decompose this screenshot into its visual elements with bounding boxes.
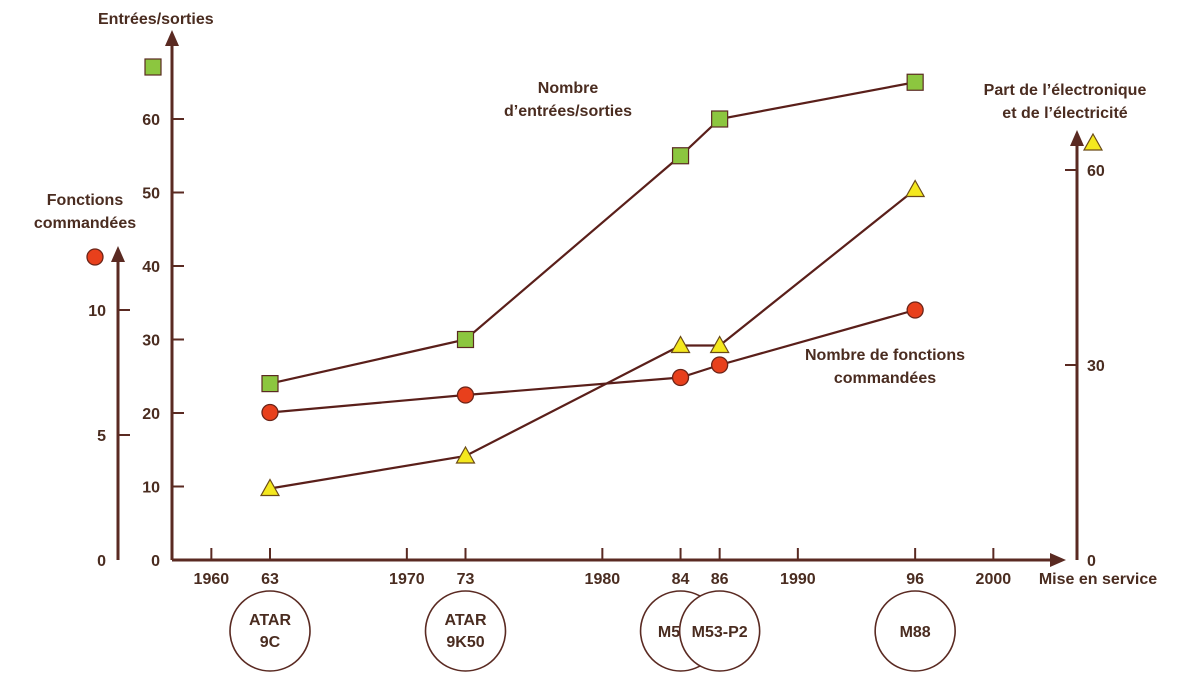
data-point-elec [905, 179, 926, 198]
io-tick-label: 50 [142, 186, 160, 203]
legend-marker-io [144, 58, 162, 76]
series-lines [269, 81, 916, 490]
x-tick-label: 1990 [780, 571, 816, 588]
fn-axis-title-line1: Fonctions [47, 192, 124, 209]
x-tick-label: 1980 [585, 571, 621, 588]
data-point-fn [711, 356, 729, 374]
engine-name-line1: ATAR [444, 612, 487, 629]
series-line-io [269, 81, 916, 385]
data-point-io [456, 330, 475, 349]
io-axis-arrow [165, 30, 179, 46]
engine-name: M88 [900, 624, 931, 641]
io-tick-label: 40 [142, 259, 160, 276]
x-axis-title: Mise en service [1039, 571, 1157, 588]
series-markers [86, 58, 1104, 497]
data-point-fn [671, 368, 690, 387]
fn-tick-label: 10 [88, 303, 106, 320]
fn-tick-label: 0 [97, 553, 106, 570]
legend-marker-fn [86, 248, 104, 266]
io-tick-label: 20 [142, 406, 160, 423]
fn-axis-title-line2: commandées [34, 215, 136, 232]
x-point-label: 86 [711, 571, 729, 588]
engine-name: M53-P2 [692, 624, 748, 641]
x-point-label: 96 [906, 571, 924, 588]
series-io-name-line1: Nombre [538, 80, 599, 97]
series-io-name-line2: d’entrées/sorties [504, 103, 632, 120]
elec-axis-arrow [1070, 130, 1084, 146]
io-tick-label: 60 [142, 112, 160, 129]
data-point-elec [455, 445, 476, 464]
io-tick-label: 30 [142, 333, 160, 350]
engine-circle [424, 590, 507, 672]
engine-name-line2: 9C [260, 634, 281, 651]
data-point-io [261, 375, 279, 393]
x-point-label: 73 [457, 571, 475, 588]
data-point-elec [670, 335, 691, 354]
elec-axis-title-line1: Part de l’électronique [984, 82, 1147, 99]
data-point-io [671, 147, 690, 165]
x-point-label: 63 [261, 571, 279, 588]
engine-circle [229, 590, 311, 672]
x-tick-labels: 1960 1970 1980 1990 2000 63 73 84 86 96 [194, 571, 1012, 588]
data-point-fn [261, 403, 279, 422]
engine-circle [678, 590, 761, 672]
elec-tick-label: 60 [1087, 163, 1105, 180]
chart-labels: Entrées/sorties Fonctions commandées Par… [34, 11, 1157, 588]
engine-name-line2: 9K50 [446, 634, 484, 651]
data-point-elec [259, 478, 281, 497]
legend-marker-elec [1082, 132, 1104, 151]
x-tick-label: 1960 [194, 571, 230, 588]
data-point-io [711, 110, 729, 128]
engine-circle [874, 590, 956, 672]
elec-axis-title-line2: et de l’électricité [1002, 105, 1127, 122]
io-tick-label: 10 [142, 480, 160, 497]
x-tick-label: 2000 [976, 571, 1012, 588]
data-point-fn [456, 386, 475, 404]
elec-tick-label: 0 [1087, 553, 1096, 570]
x-point-label: 84 [672, 571, 690, 588]
series-fn-name-line1: Nombre de fonctions [805, 347, 965, 364]
data-point-fn [906, 301, 924, 319]
fn-tick-label: 5 [97, 428, 106, 445]
series-line-elec [269, 188, 916, 490]
data-point-elec [709, 335, 730, 354]
engine-name-line1: ATAR [249, 612, 292, 629]
data-point-io [906, 73, 924, 91]
io-axis-title: Entrées/sorties [98, 11, 214, 28]
io-tick-label: 0 [151, 553, 160, 570]
x-tick-label: 1970 [389, 571, 425, 588]
series-fn-name-line2: commandées [834, 370, 936, 387]
elec-tick-label: 30 [1087, 358, 1105, 375]
axes: 0 10 20 30 40 50 60 0 5 10 0 30 60 [88, 30, 1105, 570]
x-axis-arrow [1050, 553, 1066, 567]
fn-axis-arrow [111, 246, 125, 262]
